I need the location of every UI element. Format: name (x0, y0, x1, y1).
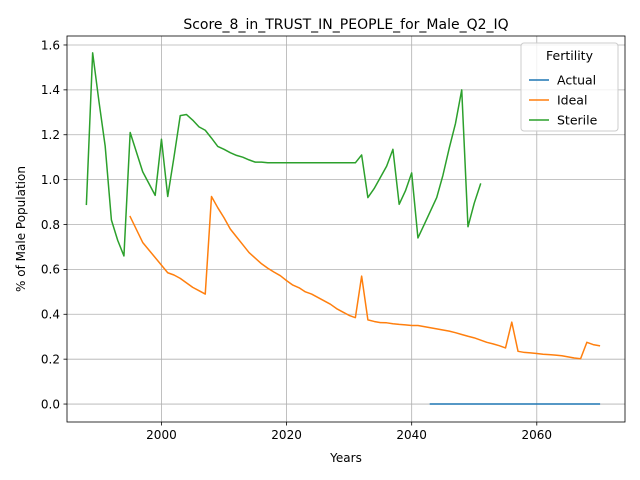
legend-box (520, 42, 619, 132)
legend: Fertility Actual Ideal Sterile (520, 42, 619, 132)
legend-entries: Actual Ideal Sterile (529, 73, 598, 128)
y-tick-label: 0.8 (41, 218, 60, 232)
y-axis-label: % of Male Population (14, 166, 28, 292)
y-tick-label: 0.6 (41, 263, 60, 277)
y-tick-label: 1.6 (41, 38, 60, 52)
series-line-ideal (129, 195, 601, 360)
chart-title: Score_8_in_TRUST_IN_PEOPLE_for_Male_Q2_I… (183, 17, 508, 33)
x-tick-label: 2020 (271, 428, 302, 442)
y-tick-label: 1.2 (41, 128, 60, 142)
legend-label-actual: Actual (557, 73, 596, 88)
y-tick-label: 0.4 (41, 308, 60, 322)
legend-title: Fertility (546, 48, 594, 63)
y-tick-label: 1.0 (41, 173, 60, 187)
plot-frame (66, 35, 626, 423)
x-tick-label: 2060 (522, 428, 553, 442)
legend-label-ideal: Ideal (557, 93, 587, 108)
y-tick-label: 0.2 (41, 352, 60, 366)
y-tick-label: 1.4 (41, 83, 60, 97)
series-line-sterile (85, 52, 482, 257)
x-axis-label: Years (329, 451, 362, 465)
axis-ticks: 2000 2020 2040 2060 0.0 0.2 0.4 0.6 0.8 1.0 1.2 1.4… (41, 38, 552, 442)
x-tick-label: 2040 (396, 428, 427, 442)
series-lines (85, 52, 601, 405)
x-tick-label: 2000 (146, 428, 177, 442)
legend-label-sterile: Sterile (557, 113, 598, 128)
y-tick-label: 0.0 (41, 397, 60, 411)
